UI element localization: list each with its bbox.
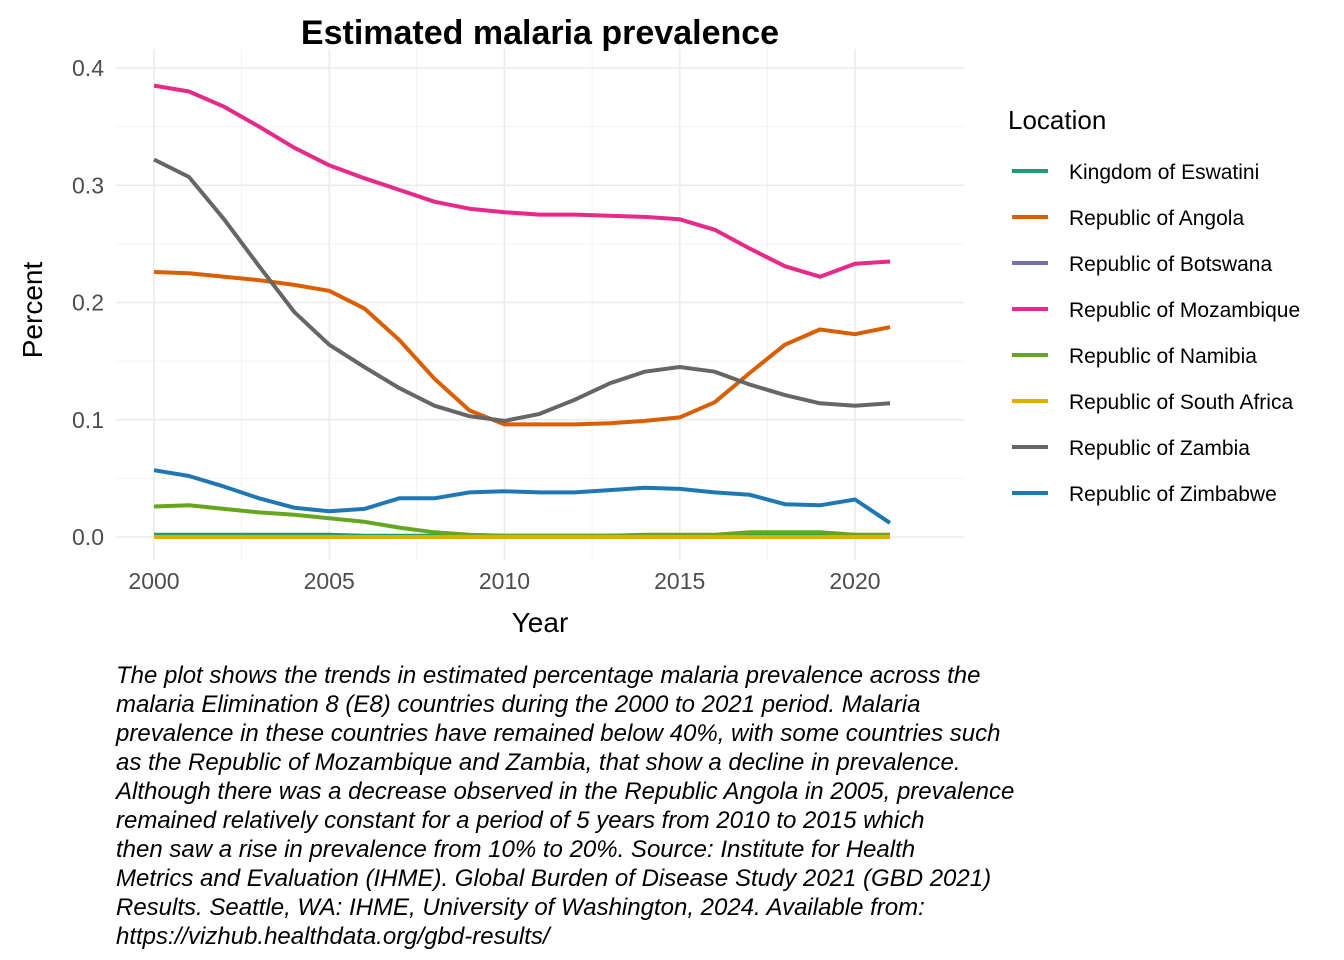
caption-line: then saw a rise in prevalence from 10% t… <box>116 836 916 863</box>
legend-label: Republic of Zimbabwe <box>1069 483 1277 506</box>
legend-label: Republic of Angola <box>1069 207 1244 230</box>
caption-line: Although there was a decrease observed i… <box>116 778 1015 805</box>
figure-caption: The plot shows the trends in estimated p… <box>116 661 1176 951</box>
x-tick-label: 2005 <box>304 568 355 594</box>
legend-title: Location <box>1008 105 1106 135</box>
caption-line: The plot shows the trends in estimated p… <box>116 662 981 689</box>
y-tick-label: 0.1 <box>72 407 104 433</box>
series-line <box>153 270 891 427</box>
caption-line: https://vizhub.healthdata.org/gbd-result… <box>116 923 550 950</box>
y-tick-label: 0.4 <box>72 55 104 81</box>
x-axis-title: Year <box>512 607 569 638</box>
grid-lines <box>116 49 964 560</box>
legend-label: Republic of Namibia <box>1069 345 1257 368</box>
legend-label: Republic of Mozambique <box>1069 299 1300 322</box>
series-line <box>153 468 892 525</box>
x-tick-label: 2000 <box>128 568 179 594</box>
series-line <box>153 503 890 538</box>
line-chart: Estimated malaria prevalence 0.00.10.20.… <box>17 14 1300 638</box>
y-tick-label: 0.2 <box>72 290 104 316</box>
axis-tick-labels: 0.0 0.1 0.2 0.3 0.4 2000 2005 2010 2015 2020 <box>72 55 881 594</box>
chart-title: Estimated malaria prevalence <box>301 14 779 52</box>
caption-line: Metrics and Evaluation (IHME). Global Bu… <box>116 865 992 892</box>
caption-line: remained relatively constant for a perio… <box>116 807 925 834</box>
series-line <box>153 83 891 279</box>
y-axis-title: Percent <box>17 262 48 359</box>
legend-label: Kingdom of Eswatini <box>1069 161 1259 184</box>
caption-line: as the Republic of Mozambique and Zambia… <box>116 749 961 776</box>
legend-label: Republic of Zambia <box>1069 437 1250 460</box>
series-lines <box>153 83 892 539</box>
caption-line: malaria Elimination 8 (E8) countries dur… <box>116 691 921 718</box>
legend: Kingdom of Eswatini Republic of Angola Rep… <box>1012 161 1300 506</box>
y-tick-label: 0.3 <box>72 172 104 198</box>
y-tick-label: 0.0 <box>72 524 104 550</box>
legend-label: Republic of South Africa <box>1069 391 1293 414</box>
x-tick-label: 2020 <box>829 568 880 594</box>
caption-line: prevalence in these countries have remai… <box>116 720 1001 747</box>
legend-label: Republic of Botswana <box>1069 253 1272 276</box>
x-tick-label: 2015 <box>654 568 705 594</box>
series-line <box>153 157 891 423</box>
caption-line: Results. Seattle, WA: IHME, University o… <box>116 894 925 921</box>
x-tick-label: 2010 <box>479 568 530 594</box>
